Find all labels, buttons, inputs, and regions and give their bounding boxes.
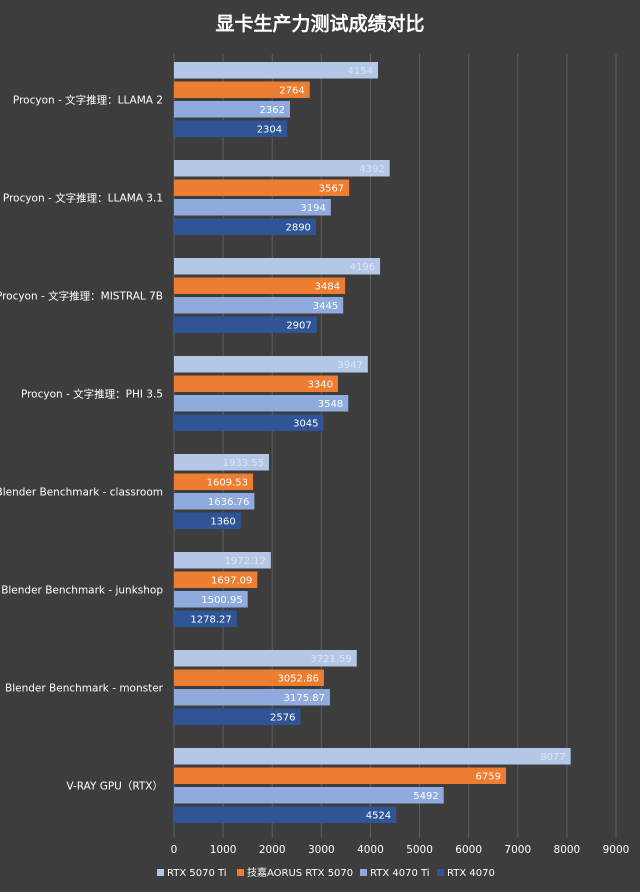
category-label: Blender Benchmark - classroom <box>0 487 163 499</box>
bar-value-label: 2304 <box>257 124 282 135</box>
bar-value-label: 3484 <box>315 281 340 292</box>
bar-value-label: 4392 <box>359 164 384 175</box>
legend-swatch <box>157 869 164 876</box>
bar-value-label: 1360 <box>210 516 235 527</box>
bar <box>174 81 310 98</box>
bar-value-label: 3567 <box>319 183 344 194</box>
legend-swatch <box>237 869 244 876</box>
chart-title: 显卡生产力测试成绩对比 <box>215 12 424 35</box>
bar <box>174 708 301 725</box>
category-label: Procyon - 文字推理：PHI 3.5 <box>21 388 163 401</box>
bar-value-label: 3947 <box>337 360 362 371</box>
bar <box>174 199 331 216</box>
bar-value-label: 3194 <box>300 203 325 214</box>
legend-label: RTX 4070 Ti <box>370 868 430 879</box>
bar <box>174 767 506 784</box>
bar <box>174 493 255 510</box>
x-tick-label: 0 <box>171 844 178 856</box>
bar <box>174 160 390 177</box>
bar <box>174 669 324 686</box>
category-labels: Procyon - 文字推理：LLAMA 2 Procyon - 文字推理：LLA… <box>0 94 164 793</box>
bar-value-label: 3548 <box>318 399 343 410</box>
bar-value-label: 3340 <box>308 379 333 390</box>
legend-label: RTX 4070 <box>447 868 495 879</box>
bar-value-label: 1933.55 <box>223 458 264 469</box>
bar-value-label: 2576 <box>270 712 295 723</box>
bar <box>174 512 241 529</box>
x-tick-labels: 0 1000 2000 3000 4000 5000 6000 7000 8000 9000 <box>171 844 630 856</box>
bar-value-label: 4196 <box>350 262 375 273</box>
bar-value-label: 3045 <box>293 418 318 429</box>
bar <box>174 806 397 823</box>
bar-value-label: 8077 <box>540 752 565 763</box>
bar-value-label: 4524 <box>366 810 391 821</box>
legend-swatch <box>360 869 367 876</box>
category-label: V-RAY GPU（RTX） <box>66 781 163 793</box>
bar <box>174 414 324 431</box>
bar <box>174 650 357 667</box>
legend-label: 技嘉AORUS RTX 5070 <box>247 866 353 879</box>
bar-value-label: 3721.59 <box>310 654 351 665</box>
x-tick-label: 4000 <box>357 844 384 856</box>
bar-value-label: 3445 <box>313 301 338 312</box>
bar-value-label: 2764 <box>279 85 304 96</box>
bar <box>174 610 237 627</box>
x-tick-label: 3000 <box>308 844 335 856</box>
category-label: Procyon - 文字推理：MISTRAL 7B <box>0 290 163 303</box>
bar <box>174 454 269 471</box>
bar-value-label: 3175.87 <box>284 693 325 704</box>
legend-label: RTX 5070 Ti <box>167 868 227 879</box>
bar <box>174 120 288 137</box>
bar <box>174 277 346 294</box>
bar <box>174 218 316 235</box>
x-tick-label: 2000 <box>259 844 286 856</box>
bar-value-label: 1636.76 <box>208 497 249 508</box>
bar <box>174 375 339 392</box>
bar-value-label: 1697.09 <box>211 575 252 586</box>
x-tick-label: 9000 <box>603 844 630 856</box>
bar <box>174 101 291 118</box>
x-tick-label: 5000 <box>406 844 433 856</box>
legend: RTX 5070 Ti 技嘉AORUS RTX 5070 RTX 4070 Ti RT… <box>157 866 495 879</box>
bar <box>174 748 571 765</box>
x-tick-label: 7000 <box>504 844 531 856</box>
bar <box>174 473 254 490</box>
category-label: Blender Benchmark - monster <box>5 683 164 695</box>
bar <box>174 571 258 588</box>
bar-value-label: 1278.27 <box>190 614 231 625</box>
bar-value-label: 3052.86 <box>278 673 319 684</box>
bar <box>174 689 330 706</box>
x-tick-label: 1000 <box>210 844 237 856</box>
bar-value-label: 1972.12 <box>224 556 265 567</box>
category-label: Procyon - 文字推理：LLAMA 3.1 <box>3 192 163 205</box>
bar-value-label: 6759 <box>475 771 500 782</box>
bar <box>174 356 368 373</box>
legend-swatch <box>437 869 444 876</box>
category-label: Procyon - 文字推理：LLAMA 2 <box>13 94 163 107</box>
bar-value-label: 2907 <box>286 320 311 331</box>
bar <box>174 62 379 79</box>
bar-value-label: 2890 <box>285 222 310 233</box>
bar <box>174 395 349 412</box>
bar-value-label: 1609.53 <box>207 477 248 488</box>
bar <box>174 552 271 569</box>
bar-value-label: 2362 <box>260 105 285 116</box>
bar <box>174 316 317 333</box>
bar <box>174 297 344 314</box>
bar-series: 4154 2764 2362 2304 4392 3567 3194 2890 4196 3484… <box>174 62 571 823</box>
category-label: Blender Benchmark - junkshop <box>1 585 163 597</box>
bar <box>174 591 248 608</box>
bar <box>174 258 381 275</box>
bar-value-label: 1500.95 <box>201 595 242 606</box>
x-tick-label: 8000 <box>554 844 581 856</box>
bar-value-label: 5492 <box>413 791 438 802</box>
x-tick-label: 6000 <box>455 844 482 856</box>
bar <box>174 787 444 804</box>
bar-value-label: 4154 <box>348 66 373 77</box>
bar <box>174 179 350 196</box>
